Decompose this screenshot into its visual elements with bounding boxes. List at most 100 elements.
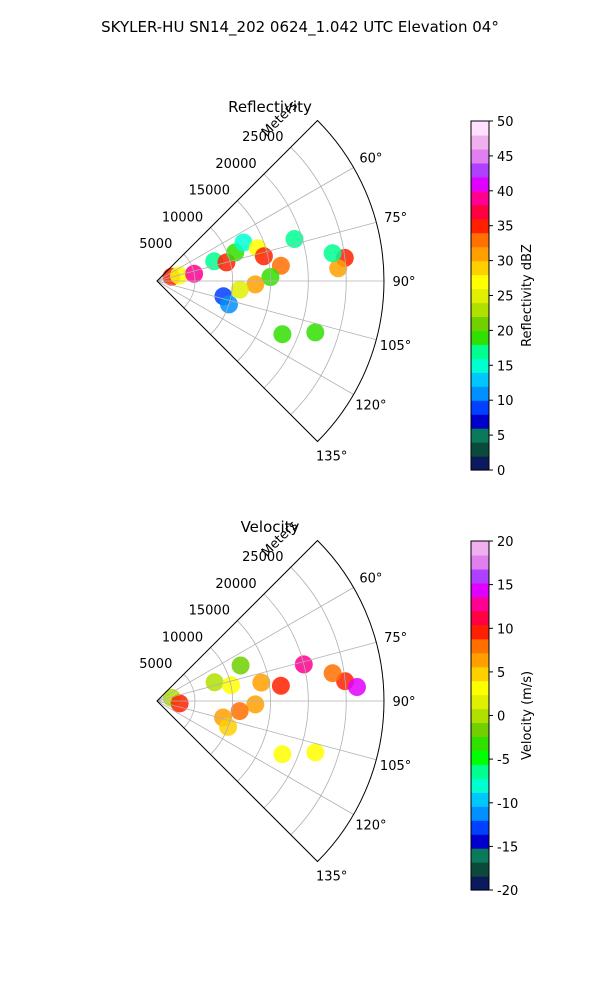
colorbar-segment — [471, 148, 489, 164]
colorbar: -20 -15 -10 -5 0 5 10 15 20 Velocity (m/s) — [470, 535, 535, 899]
colorbar-segment — [471, 344, 489, 359]
colorbar-segment — [471, 876, 489, 891]
colorbar-segment — [471, 330, 489, 345]
azimuth-tick-label: 135° — [316, 450, 347, 465]
colorbar-segment — [471, 176, 489, 192]
azimuth-tick-label: 90° — [392, 695, 415, 710]
colorbar-segment — [471, 134, 489, 150]
colorbar-segment — [471, 736, 489, 751]
azimuth-tick-label: 60° — [359, 152, 382, 167]
range-tick-label: 15000 — [189, 604, 230, 619]
radar-cell — [273, 745, 292, 764]
colorbar-segment — [471, 232, 489, 248]
radar-cell — [230, 702, 249, 721]
colorbar-tick-label: -10 — [497, 797, 518, 812]
azimuth-gridline — [156, 587, 354, 702]
radar-cell — [323, 664, 342, 683]
azimuth-tick-label: 105° — [380, 339, 411, 354]
colorbar-segment — [471, 274, 489, 290]
colorbar-segment — [471, 162, 489, 178]
colorbar-segment — [471, 288, 489, 304]
colorbar-segment — [471, 456, 489, 471]
colorbar-segment — [471, 834, 489, 849]
sector-outline — [156, 119, 385, 443]
colorbar-tick-label: 35 — [497, 220, 514, 235]
colorbar-tick-label: 5 — [497, 429, 505, 444]
radar-cell — [246, 275, 265, 294]
colorbar-segment — [471, 428, 489, 443]
colorbar-segment — [471, 582, 489, 598]
colorbar-segment — [471, 792, 489, 807]
sector-outline — [156, 539, 385, 863]
panel-title: Reflectivity — [228, 98, 312, 116]
azimuth-tick-label: 120° — [355, 819, 386, 834]
colorbar-segment — [471, 121, 489, 136]
colorbar-segment — [471, 414, 489, 429]
radar-cell — [246, 695, 265, 714]
colorbar-segment — [471, 246, 489, 262]
colorbar-segment — [471, 568, 489, 584]
colorbar-tick-label: 0 — [497, 464, 505, 479]
radar-cell — [170, 694, 189, 713]
colorbar-segment — [471, 190, 489, 206]
colorbar-segment — [471, 764, 489, 779]
radar-cell — [254, 247, 273, 266]
figure-suptitle: SKYLER-HU SN14_202 0624_1.042 UTC Elevat… — [101, 18, 499, 37]
colorbar-tick-label: 15 — [497, 579, 514, 594]
range-tick-label: 5000 — [139, 237, 172, 252]
radar-cell — [273, 325, 292, 344]
colorbar-tick-label: 25 — [497, 290, 514, 305]
range-tick-label: 20000 — [215, 157, 256, 172]
range-tick-label: 10000 — [162, 211, 203, 226]
azimuth-tick-label: 75° — [384, 211, 407, 226]
radar-cell — [205, 673, 224, 692]
colorbar-segment — [471, 680, 489, 696]
range-tick-label: 25000 — [242, 130, 283, 145]
range-tick-label: 10000 — [162, 631, 203, 646]
colorbar: 0 5 10 15 20 25 30 35 40 45 50 Reflectivity dBZ — [470, 115, 535, 479]
azimuth-tick-label: 120° — [355, 399, 386, 414]
azimuth-gridline — [156, 280, 354, 395]
colorbar-segment — [471, 624, 489, 640]
colorbar-label: Velocity (m/s) — [520, 671, 535, 760]
colorbar-tick-label: 10 — [497, 622, 514, 637]
colorbar-segment — [471, 610, 489, 626]
colorbar-tick-label: 5 — [497, 666, 505, 681]
colorbar-segment — [471, 358, 489, 373]
colorbar-segment — [471, 386, 489, 401]
azimuth-tick-label: 135° — [316, 870, 347, 885]
colorbar-segment — [471, 750, 489, 765]
colorbar-tick-label: -15 — [497, 840, 518, 855]
radar-cell — [271, 676, 290, 695]
range-tick-label: 25000 — [242, 550, 283, 565]
azimuth-gridline — [156, 700, 377, 761]
radar-cell — [306, 323, 325, 342]
radar-cell — [323, 244, 342, 263]
colorbar-segment — [471, 554, 489, 570]
azimuth-tick-label: 60° — [359, 572, 382, 587]
colorbar-segment — [471, 541, 489, 556]
colorbar-tick-label: 0 — [497, 710, 505, 725]
colorbar-segment — [471, 820, 489, 835]
colorbar-segment — [471, 722, 489, 738]
colorbar-segment — [471, 652, 489, 668]
azimuth-tick-label: 75° — [384, 631, 407, 646]
radar-cell — [252, 673, 271, 692]
colorbar-tick-label: 40 — [497, 185, 514, 200]
colorbar-segment — [471, 666, 489, 682]
colorbar-tick-label: 50 — [497, 115, 514, 130]
colorbar-segment — [471, 638, 489, 654]
colorbar-tick-label: 10 — [497, 394, 514, 409]
colorbar-tick-label: 45 — [497, 150, 514, 165]
colorbar-segment — [471, 302, 489, 318]
range-tick-label: 5000 — [139, 657, 172, 672]
colorbar-segment — [471, 848, 489, 863]
azimuth-gridline — [156, 700, 354, 815]
colorbar-label: Reflectivity dBZ — [520, 244, 535, 347]
panel-reflectivity: Reflectivity500010000150002000025000Mete… — [139, 98, 535, 479]
radar-cell — [306, 743, 325, 762]
colorbar-segment — [471, 372, 489, 387]
radar-cell — [230, 280, 249, 299]
colorbar-segment — [471, 218, 489, 234]
radar-cell — [329, 259, 348, 278]
